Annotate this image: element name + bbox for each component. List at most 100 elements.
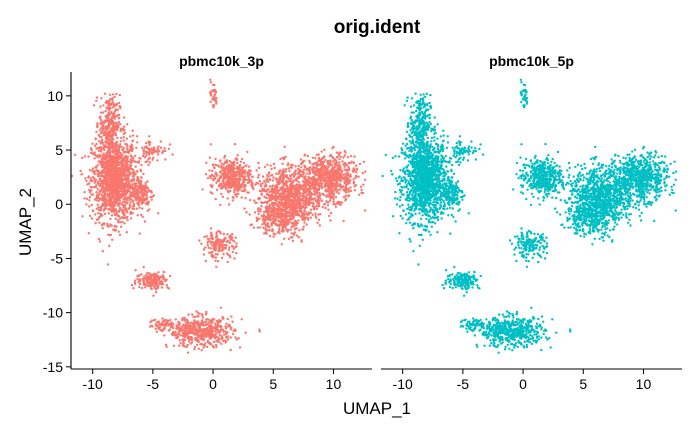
data-point xyxy=(244,196,247,200)
data-point xyxy=(114,131,117,134)
data-point xyxy=(194,333,197,336)
data-point xyxy=(109,111,113,114)
data-point xyxy=(323,148,326,151)
data-point xyxy=(345,186,348,189)
data-point xyxy=(242,161,246,165)
data-point xyxy=(268,178,272,182)
data-point xyxy=(238,168,241,171)
data-point xyxy=(266,174,269,177)
data-point xyxy=(233,175,237,178)
data-point xyxy=(301,160,304,163)
data-point xyxy=(226,176,229,179)
data-point xyxy=(227,191,230,194)
data-point xyxy=(199,322,202,325)
data-point xyxy=(347,168,350,172)
data-point xyxy=(104,101,107,104)
data-point xyxy=(257,218,260,221)
data-point xyxy=(257,166,261,170)
data-point xyxy=(139,186,143,189)
data-point xyxy=(111,154,115,158)
data-point xyxy=(271,229,274,233)
data-point xyxy=(101,250,105,253)
data-point xyxy=(220,164,223,168)
data-point xyxy=(157,153,160,156)
data-point xyxy=(95,184,98,187)
data-point xyxy=(303,177,306,181)
data-point xyxy=(284,170,288,173)
data-point xyxy=(235,242,238,245)
data-point xyxy=(80,173,83,176)
data-point xyxy=(235,192,238,196)
data-point xyxy=(291,215,295,219)
data-point xyxy=(134,279,137,282)
data-point xyxy=(320,199,324,202)
data-point xyxy=(117,214,120,217)
data-point xyxy=(303,218,306,221)
data-point xyxy=(242,178,245,182)
data-point xyxy=(352,178,355,181)
data-point xyxy=(96,188,99,191)
data-point xyxy=(97,156,100,159)
data-point xyxy=(150,287,153,291)
data-point xyxy=(114,228,118,232)
data-point xyxy=(332,195,335,198)
x-axis-label: UMAP_1 xyxy=(343,399,411,418)
data-point xyxy=(100,147,104,150)
data-point xyxy=(190,336,193,339)
data-point xyxy=(111,151,115,154)
data-point xyxy=(331,166,334,170)
data-point xyxy=(136,214,139,217)
data-point xyxy=(319,197,322,200)
data-point xyxy=(258,330,261,333)
data-point xyxy=(291,207,294,210)
data-point xyxy=(137,202,140,205)
data-point xyxy=(272,176,275,179)
data-point xyxy=(130,198,133,201)
data-point xyxy=(126,173,129,177)
data-point xyxy=(205,318,208,321)
data-point xyxy=(227,165,230,168)
data-point xyxy=(95,99,98,103)
data-point xyxy=(118,93,122,97)
data-point xyxy=(189,330,192,333)
data-point xyxy=(326,159,330,163)
data-point xyxy=(115,114,119,118)
data-point xyxy=(128,203,131,207)
data-point xyxy=(308,166,312,169)
data-point xyxy=(93,153,96,156)
data-point xyxy=(200,242,203,245)
data-point xyxy=(198,312,201,315)
data-point xyxy=(362,183,365,186)
data-point xyxy=(297,201,300,205)
data-point xyxy=(249,169,252,172)
data-point xyxy=(222,247,226,250)
data-point xyxy=(150,198,153,201)
data-point xyxy=(100,166,104,169)
data-point xyxy=(236,187,239,191)
data-point xyxy=(302,225,305,228)
data-point xyxy=(296,198,299,201)
data-point xyxy=(323,173,327,176)
data-point xyxy=(354,174,358,178)
data-point xyxy=(112,165,115,168)
data-point xyxy=(321,156,325,160)
data-point xyxy=(289,228,292,231)
data-point xyxy=(256,226,260,229)
data-point xyxy=(279,157,282,161)
data-point xyxy=(203,235,206,238)
data-point xyxy=(99,146,102,149)
data-point xyxy=(281,156,285,160)
data-point xyxy=(210,319,214,322)
data-point xyxy=(94,222,97,225)
data-point xyxy=(117,117,121,120)
data-point xyxy=(134,165,137,168)
data-point xyxy=(218,241,221,244)
data-point xyxy=(347,182,350,185)
data-point xyxy=(268,185,272,188)
data-point xyxy=(105,115,108,119)
data-point xyxy=(267,194,271,197)
data-point xyxy=(312,201,315,205)
data-point xyxy=(95,218,99,221)
data-point xyxy=(101,140,104,143)
data-point xyxy=(111,238,114,241)
